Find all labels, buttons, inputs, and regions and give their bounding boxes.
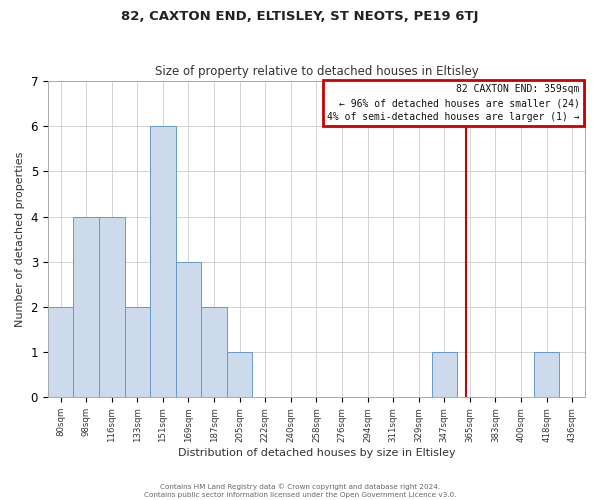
Bar [99, 216, 125, 398]
Title: Size of property relative to detached houses in Eltisley: Size of property relative to detached ho… [155, 66, 478, 78]
X-axis label: Distribution of detached houses by size in Eltisley: Distribution of detached houses by size … [178, 448, 455, 458]
Text: Contains public sector information licensed under the Open Government Licence v3: Contains public sector information licen… [144, 492, 456, 498]
Bar [534, 352, 559, 398]
Bar [201, 307, 227, 398]
Bar [73, 216, 99, 398]
Text: 82, CAXTON END, ELTISLEY, ST NEOTS, PE19 6TJ: 82, CAXTON END, ELTISLEY, ST NEOTS, PE19… [121, 10, 479, 23]
Text: Contains HM Land Registry data © Crown copyright and database right 2024.: Contains HM Land Registry data © Crown c… [160, 484, 440, 490]
Bar [431, 352, 457, 398]
Text: 82 CAXTON END: 359sqm
← 96% of detached houses are smaller (24)
4% of semi-detac: 82 CAXTON END: 359sqm ← 96% of detached … [327, 84, 580, 122]
Bar [227, 352, 253, 398]
Bar [150, 126, 176, 398]
Y-axis label: Number of detached properties: Number of detached properties [15, 152, 25, 327]
Bar [125, 307, 150, 398]
Bar [48, 307, 73, 398]
Bar [176, 262, 201, 398]
